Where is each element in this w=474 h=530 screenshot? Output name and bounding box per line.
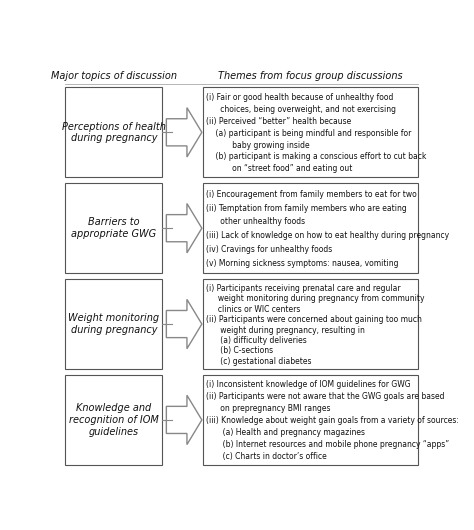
Text: weight during pregnancy, resulting in: weight during pregnancy, resulting in bbox=[206, 325, 365, 334]
Text: Themes from focus group discussions: Themes from focus group discussions bbox=[218, 71, 402, 81]
Text: (i) Encouragement from family members to eat for two: (i) Encouragement from family members to… bbox=[206, 190, 417, 199]
Text: (c) gestational diabetes: (c) gestational diabetes bbox=[206, 357, 311, 366]
Text: Major topics of discussion: Major topics of discussion bbox=[51, 71, 177, 81]
Text: choices, being overweight, and not exercising: choices, being overweight, and not exerc… bbox=[206, 105, 396, 114]
Bar bbox=[65, 279, 162, 369]
Text: (i) Fair or good health because of unhealthy food: (i) Fair or good health because of unhea… bbox=[206, 93, 393, 102]
Text: Barriers to
appropriate GWG: Barriers to appropriate GWG bbox=[71, 217, 156, 239]
Text: Weight monitoring
during pregnancy: Weight monitoring during pregnancy bbox=[68, 313, 159, 335]
Bar bbox=[65, 183, 162, 273]
Text: (iii) Lack of knowledge on how to eat healthy during pregnancy: (iii) Lack of knowledge on how to eat he… bbox=[206, 232, 449, 241]
Text: baby growing inside: baby growing inside bbox=[206, 140, 310, 149]
Text: (i) Participants receiving prenatal care and regular: (i) Participants receiving prenatal care… bbox=[206, 284, 401, 293]
Text: clinics or WIC centers: clinics or WIC centers bbox=[206, 305, 300, 314]
Bar bbox=[202, 375, 418, 465]
Text: (ii) Participants were not aware that the GWG goals are based: (ii) Participants were not aware that th… bbox=[206, 392, 444, 401]
Text: on “street food” and eating out: on “street food” and eating out bbox=[206, 164, 352, 173]
Text: on prepregnancy BMI ranges: on prepregnancy BMI ranges bbox=[206, 404, 330, 413]
Text: Perceptions of health
during pregnancy: Perceptions of health during pregnancy bbox=[62, 121, 166, 143]
Text: (ii) Participants were concerned about gaining too much: (ii) Participants were concerned about g… bbox=[206, 315, 421, 324]
Text: (iv) Cravings for unhealthy foods: (iv) Cravings for unhealthy foods bbox=[206, 245, 332, 254]
Bar bbox=[65, 87, 162, 177]
Text: (a) Health and pregnancy magazines: (a) Health and pregnancy magazines bbox=[206, 428, 365, 437]
Text: (i) Inconsistent knowledge of IOM guidelines for GWG: (i) Inconsistent knowledge of IOM guidel… bbox=[206, 381, 410, 390]
Text: (ii) Perceived “better” health because: (ii) Perceived “better” health because bbox=[206, 117, 351, 126]
Text: weight monitoring during pregnancy from community: weight monitoring during pregnancy from … bbox=[206, 294, 424, 303]
Text: (ii) Temptation from family members who are eating: (ii) Temptation from family members who … bbox=[206, 204, 407, 213]
Text: Knowledge and
recognition of IOM
guidelines: Knowledge and recognition of IOM guideli… bbox=[69, 403, 159, 437]
Text: (v) Morning sickness symptoms: nausea, vomiting: (v) Morning sickness symptoms: nausea, v… bbox=[206, 259, 398, 268]
Text: (iii) Knowledge about weight gain goals from a variety of sources:: (iii) Knowledge about weight gain goals … bbox=[206, 416, 459, 425]
Bar bbox=[65, 375, 162, 465]
Bar bbox=[202, 279, 418, 369]
Text: (b) Internet resources and mobile phone pregnancy “apps”: (b) Internet resources and mobile phone … bbox=[206, 440, 449, 449]
Text: (a) difficulty deliveries: (a) difficulty deliveries bbox=[206, 336, 307, 345]
Text: (b) C-sections: (b) C-sections bbox=[206, 347, 273, 356]
Text: other unhealthy foods: other unhealthy foods bbox=[206, 217, 305, 226]
Bar bbox=[202, 183, 418, 273]
Text: (c) Charts in doctor’s office: (c) Charts in doctor’s office bbox=[206, 452, 327, 461]
Bar bbox=[202, 87, 418, 177]
Text: (a) participant is being mindful and responsible for: (a) participant is being mindful and res… bbox=[206, 129, 411, 138]
Text: (b) participant is making a conscious effort to cut back: (b) participant is making a conscious ef… bbox=[206, 153, 426, 162]
